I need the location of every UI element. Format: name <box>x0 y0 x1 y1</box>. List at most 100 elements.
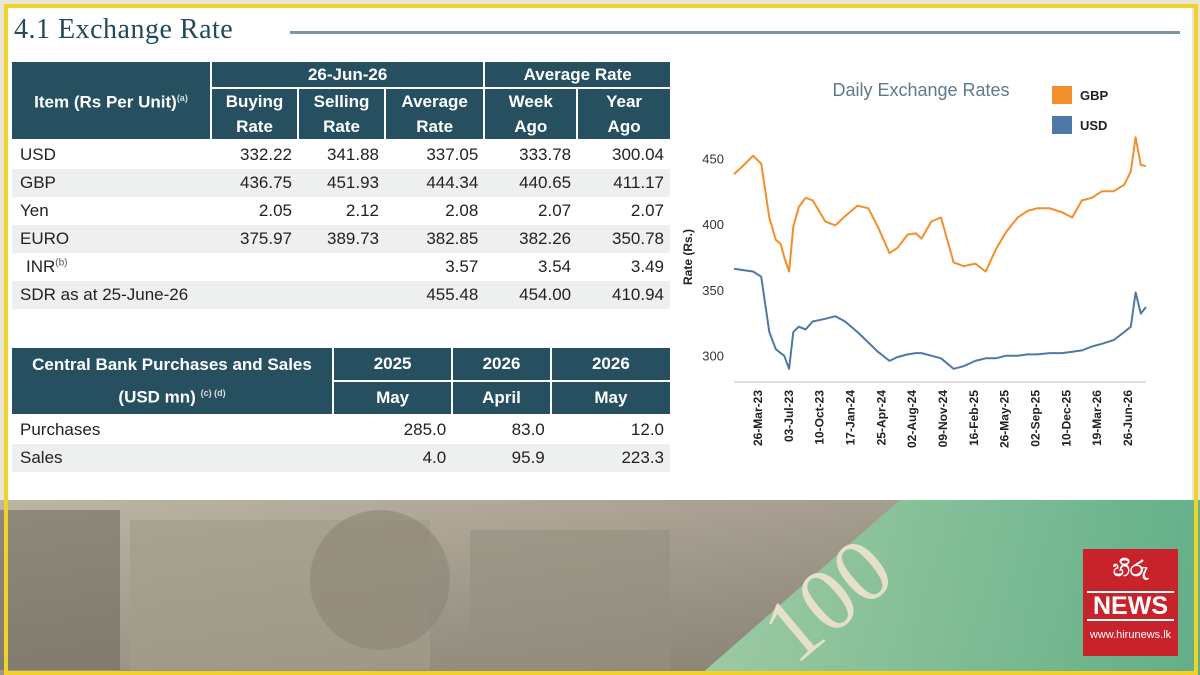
cb-col-month: May <box>550 381 670 416</box>
title-divider <box>290 31 1180 34</box>
y-tick-label: 450 <box>702 151 724 166</box>
x-tick-label: 10-Dec-25 <box>1059 390 1073 447</box>
cb-col-year: 2025 <box>333 348 454 382</box>
buying-cell: 2.05 <box>258 201 292 220</box>
row-label: SDR as at 25-June-26 <box>12 281 385 309</box>
cb-header: Central Bank Purchases and Sales (USD mn)… <box>12 348 334 416</box>
average-cell: 444.34 <box>385 169 485 197</box>
legend-swatch-usd <box>1052 116 1072 134</box>
cb-col-month: May <box>333 381 454 416</box>
x-tick-label: 02-Sep-25 <box>1029 390 1043 447</box>
value-cell: 83.0 <box>511 420 545 439</box>
x-tick-label: 09-Nov-24 <box>936 390 950 448</box>
year-cell: 300.04 <box>612 145 664 164</box>
table-row: USD 332.22 341.88 337.05 333.78 300.04 <box>12 140 670 169</box>
selling-cell: 2.12 <box>345 201 379 220</box>
value-cell: 4.0 <box>333 444 453 472</box>
value-cell: 95.9 <box>452 444 551 472</box>
table-row: Sales 4.0 95.9 223.3 <box>12 444 670 472</box>
week-cell: 454.00 <box>484 281 578 309</box>
legend-label-usd: USD <box>1080 118 1107 133</box>
row-label: GBP <box>12 169 211 197</box>
series-line-usd <box>733 267 1147 370</box>
y-axis-label: Rate (Rs.) <box>681 229 695 285</box>
row-label: USD <box>20 145 56 164</box>
legend-label-gbp: GBP <box>1080 88 1109 103</box>
logo-sinhala-text: හිරු <box>1112 557 1149 582</box>
average-cell: 2.08 <box>445 201 479 220</box>
year-cell: 350.78 <box>577 225 670 253</box>
selling-rate-header: Selling Rate <box>298 88 386 141</box>
average-cell: 382.85 <box>385 225 485 253</box>
table-row: Yen 2.05 2.12 2.08 2.07 2.07 <box>12 197 670 225</box>
cb-col-month: April <box>452 381 552 416</box>
value-cell: 12.0 <box>630 420 664 439</box>
central-bank-table: Central Bank Purchases and Sales (USD mn)… <box>12 348 670 472</box>
week-ago-header: Week Ago <box>484 88 579 141</box>
selling-cell: 451.93 <box>298 169 385 197</box>
date-header: 26-Jun-26 <box>211 62 486 89</box>
logo-news-text: NEWS <box>1087 591 1174 621</box>
buying-cell: 375.97 <box>211 225 298 253</box>
page-title: 4.1 Exchange Rate <box>14 14 234 45</box>
y-tick-label: 400 <box>702 217 724 232</box>
yellow-frame <box>4 4 1198 675</box>
y-tick-label: 350 <box>702 283 724 298</box>
table-row: INR(b) 3.57 3.54 3.49 <box>12 253 670 281</box>
exchange-rate-chart: Daily Exchange Rates 300 350 400 450 Rate (Rs… <box>676 62 1184 492</box>
row-label: Purchases <box>20 420 101 439</box>
banknotes-photo: 100 <box>0 500 1200 675</box>
average-rate-subheader: Average Rate <box>385 88 486 141</box>
x-tick-label: 17-Jan-24 <box>844 390 858 446</box>
x-tick-label: 19-Mar-26 <box>1090 390 1104 446</box>
table-row: EURO 375.97 389.73 382.85 382.26 350.78 <box>12 225 670 253</box>
cb-col-year: 2026 <box>550 348 670 382</box>
table-row: GBP 436.75 451.93 444.34 440.65 411.17 <box>12 169 670 197</box>
table-row: Purchases 285.0 83.0 12.0 <box>12 415 670 444</box>
y-tick-label: 300 <box>702 349 724 364</box>
x-tick-label: 16-Feb-25 <box>967 390 981 446</box>
average-cell: 455.48 <box>385 281 485 309</box>
week-cell: 382.26 <box>484 225 578 253</box>
row-label: Yen <box>20 201 49 220</box>
row-label: Sales <box>12 444 333 472</box>
selling-cell: 389.73 <box>298 225 385 253</box>
hiru-news-logo: හිරු NEWS www.hirunews.lk <box>1083 549 1178 656</box>
buying-cell: 436.75 <box>211 169 298 197</box>
series-line-gbp <box>733 136 1147 273</box>
row-label: EURO <box>12 225 211 253</box>
average-cell: 337.05 <box>426 145 479 164</box>
chart-title: Daily Exchange Rates <box>832 80 1009 100</box>
item-header: Item (Rs Per Unit)(a) <box>12 62 212 141</box>
buying-rate-header: Buying Rate <box>211 88 299 141</box>
year-cell: 3.49 <box>630 257 664 276</box>
year-ago-header: Year Ago <box>577 88 670 141</box>
value-cell: 223.3 <box>550 444 670 472</box>
x-tick-label: 26-May-25 <box>998 390 1012 448</box>
x-tick-label: 10-Oct-23 <box>813 390 827 445</box>
x-tick-label: 25-Apr-24 <box>874 390 888 446</box>
selling-cell: 341.88 <box>327 145 379 164</box>
row-label: INR(b) <box>26 257 68 276</box>
year-cell: 410.94 <box>577 281 670 309</box>
week-cell: 3.54 <box>538 257 572 276</box>
cb-col-year: 2026 <box>452 348 552 382</box>
logo-url: www.hirunews.lk <box>1089 629 1172 641</box>
week-cell: 2.07 <box>538 201 572 220</box>
year-cell: 411.17 <box>577 169 670 197</box>
x-tick-label: 03-Jul-23 <box>782 390 796 442</box>
value-cell: 285.0 <box>403 420 447 439</box>
legend-swatch-gbp <box>1052 86 1072 104</box>
average-cell: 3.57 <box>445 257 479 276</box>
table-row: SDR as at 25-June-26 455.48 454.00 410.9… <box>12 281 670 309</box>
x-tick-label: 02-Aug-24 <box>905 390 919 448</box>
x-tick-label: 26-Jun-26 <box>1121 390 1135 446</box>
x-tick-label: 26-Mar-23 <box>751 390 765 446</box>
average-rate-header: Average Rate <box>484 62 670 89</box>
buying-cell: 332.22 <box>240 145 292 164</box>
line-chart-svg: Daily Exchange Rates 300 350 400 450 Rate (Rs… <box>681 80 1147 448</box>
week-cell: 333.78 <box>519 145 572 164</box>
exchange-rate-table: Item (Rs Per Unit)(a) 26-Jun-26 Average … <box>12 62 670 309</box>
year-cell: 2.07 <box>630 201 664 220</box>
week-cell: 440.65 <box>484 169 578 197</box>
